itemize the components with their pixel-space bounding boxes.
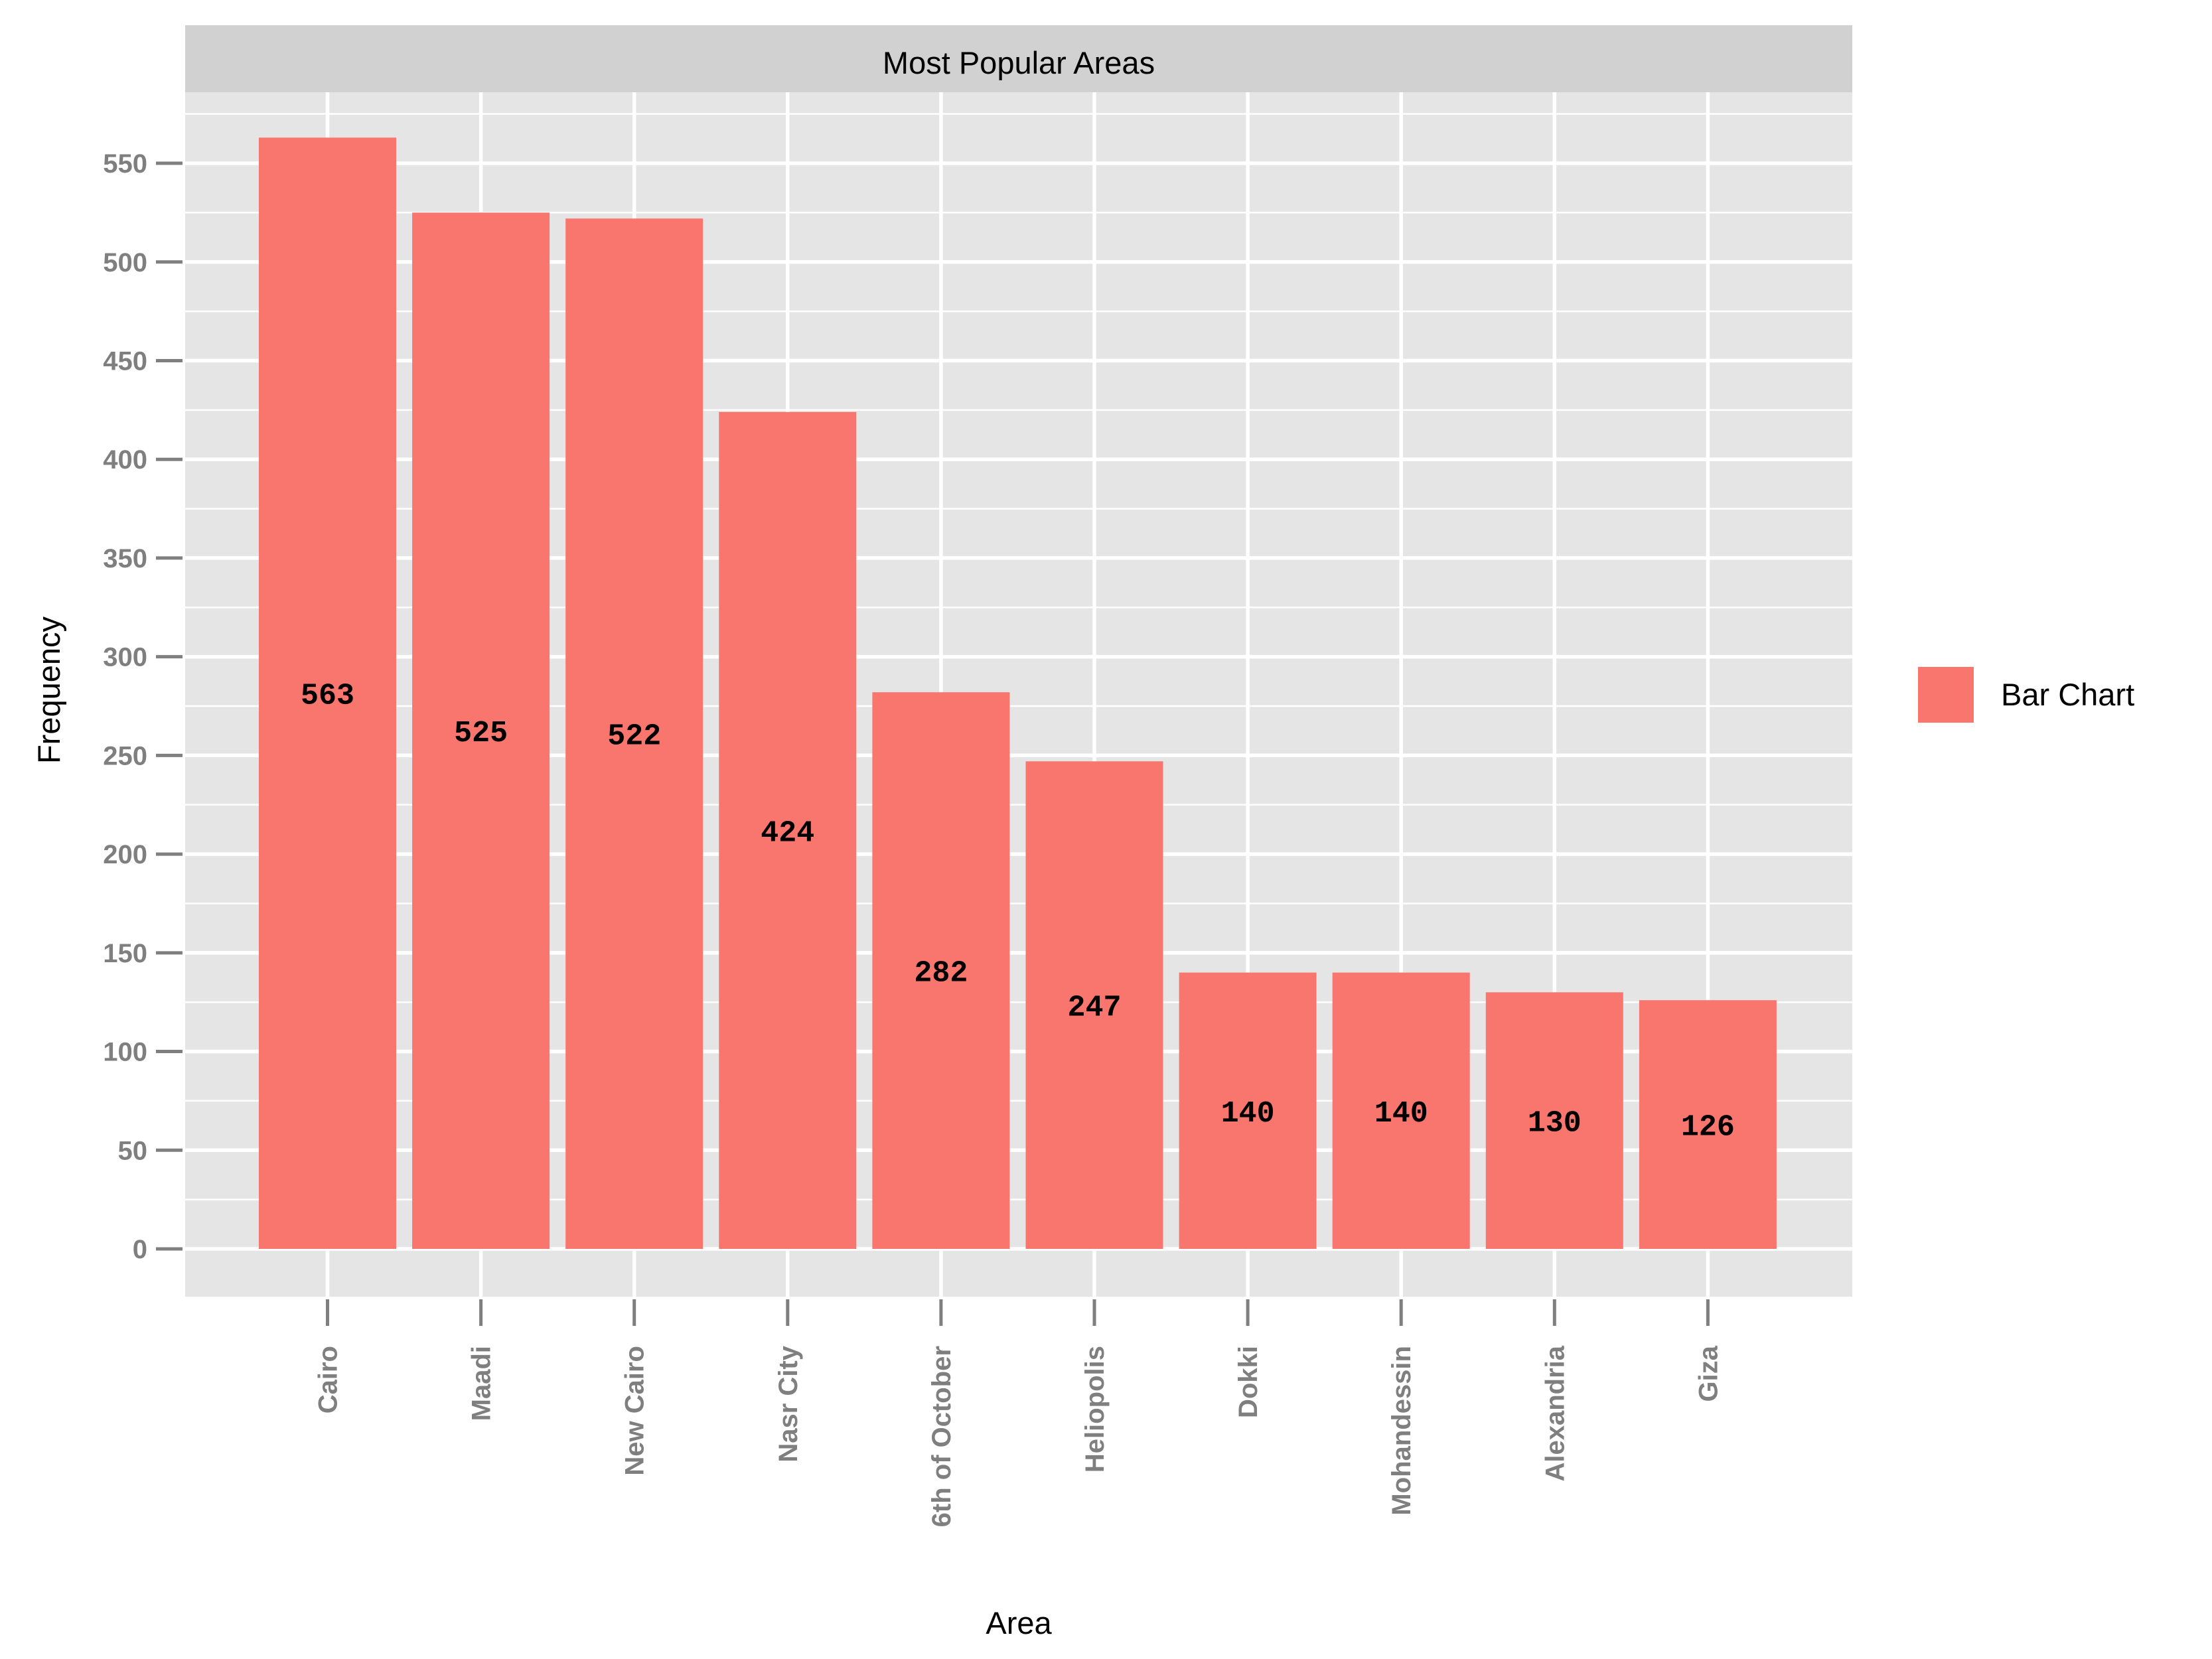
y-tick-label: 250: [103, 741, 147, 770]
y-tick-label: 200: [103, 840, 147, 869]
bar-giza: [1639, 1000, 1777, 1249]
x-axis-title: Area: [986, 1605, 1052, 1640]
bar-new-cairo: [565, 218, 703, 1249]
bar-value-label: 247: [1067, 991, 1121, 1025]
bar-value-label: 522: [607, 720, 661, 754]
legend-label: Bar Chart: [2001, 677, 2134, 712]
x-tick-label: Giza: [1694, 1345, 1723, 1402]
y-tick-label: 100: [103, 1038, 147, 1067]
y-tick-label: 50: [118, 1136, 148, 1165]
bar-dokki: [1179, 972, 1317, 1249]
bars: [259, 137, 1777, 1250]
x-tick-label: Dokki: [1234, 1346, 1263, 1418]
bar-heliopolis: [1025, 761, 1163, 1249]
x-tick-label: Mohandessin: [1387, 1346, 1416, 1516]
bar-value-label: 126: [1681, 1111, 1735, 1145]
bar-value-label: 563: [301, 680, 354, 713]
y-tick-label: 350: [103, 544, 147, 573]
bar-cairo: [259, 137, 396, 1250]
bar-labels: 563 525 522 424 282 247 140 140 130 126: [301, 680, 1735, 1145]
bar-alexandria: [1485, 992, 1623, 1249]
legend: Bar Chart: [1918, 667, 2134, 723]
bar-value-label: 525: [454, 717, 508, 751]
x-tick-label: Alexandria: [1540, 1345, 1570, 1481]
x-tick-label: 6th of October: [927, 1346, 956, 1527]
y-tick-label: 400: [103, 445, 147, 474]
bar-value-label: 130: [1528, 1107, 1582, 1141]
bar-value-label: 282: [914, 957, 968, 991]
title-strip: [185, 25, 1852, 92]
legend-key: [1918, 667, 1974, 723]
y-tick-label: 450: [103, 346, 147, 376]
x-tick-label: Maadi: [467, 1346, 496, 1421]
bar-maadi: [412, 212, 550, 1250]
y-tick-label: 0: [133, 1235, 147, 1264]
x-tick-label: New Cairo: [621, 1346, 650, 1476]
x-axis: Cairo Maadi New Cairo Nasr City 6th of Octob…: [314, 1299, 1723, 1527]
y-tick-label: 150: [103, 939, 147, 968]
bar-value-label: 424: [761, 816, 814, 850]
chart-title: Most Popular Areas: [883, 45, 1155, 80]
bar-nasr-city: [719, 411, 857, 1249]
x-tick-label: Nasr City: [774, 1345, 803, 1462]
y-tick-label: 500: [103, 248, 147, 277]
x-tick-label: Heliopolis: [1080, 1346, 1110, 1473]
bar-mohandessin: [1332, 972, 1470, 1249]
x-tick-label: Cairo: [314, 1346, 343, 1413]
y-tick-label: 550: [103, 149, 147, 179]
y-axis: 0 50 100 150 200 250 300 350 400 450 500 550: [103, 149, 183, 1264]
y-tick-label: 300: [103, 643, 147, 672]
bar-value-label: 140: [1221, 1097, 1275, 1131]
bar-6th-of-october: [872, 692, 1010, 1249]
bar-value-label: 140: [1374, 1097, 1428, 1131]
y-axis-title: Frequency: [31, 616, 66, 764]
